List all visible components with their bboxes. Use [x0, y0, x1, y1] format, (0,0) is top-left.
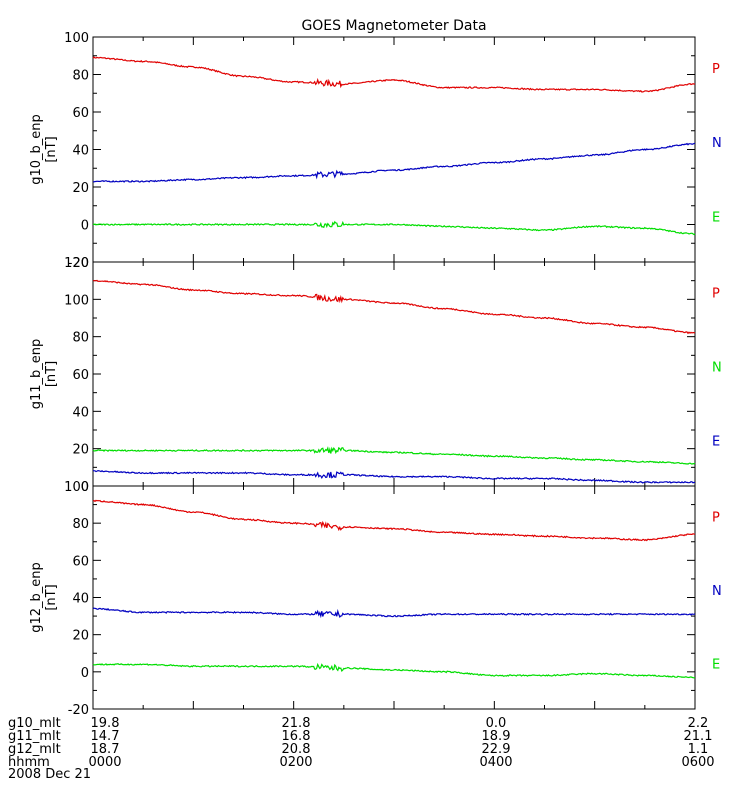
legend-label-e: E: [712, 210, 720, 225]
row-value: 18.7: [91, 742, 120, 757]
row-value: 18.9: [482, 729, 511, 744]
row-value: 0400: [479, 755, 512, 770]
y-tick-label: 0: [81, 480, 89, 495]
series-line-e: [93, 220, 696, 236]
y-tick-label: 100: [64, 480, 89, 495]
y-axis-label: g10_b_enp: [29, 114, 44, 185]
y-tick-label: 40: [72, 592, 89, 607]
chart-title: GOES Magnetometer Data: [301, 18, 486, 34]
legend-label-p: P: [712, 287, 720, 302]
y-tick-label: 80: [72, 69, 89, 84]
legend-label-n: N: [712, 361, 722, 376]
series-line-p: [92, 56, 696, 93]
row-value: 0200: [279, 755, 312, 770]
y-tick-label: 40: [72, 144, 89, 159]
row-value: 20.8: [282, 742, 311, 757]
y-tick-label: 120: [64, 256, 89, 271]
y-tick-label: 80: [72, 517, 89, 532]
bottom-label-table: g10_mlt 19.8 21.8 0.0 2.2 g11_mlt 14.7 16.8 18.9…: [8, 716, 715, 770]
panel-3: -20 0 20 40 60 80 100 g12_b_enp [nT] P N E: [29, 480, 722, 718]
y-tick-label: 60: [72, 368, 89, 383]
y-tick-label: 80: [72, 331, 89, 346]
y-tick-label: 0: [81, 666, 89, 681]
row-value: 21.1: [684, 729, 713, 744]
legend-label-n: N: [712, 136, 722, 151]
panel-frame: [92, 36, 696, 263]
legend-label-p: P: [712, 62, 720, 77]
y-tick-label: 100: [64, 293, 89, 308]
y-tick-label: -20: [68, 703, 89, 718]
panel-1: -20 0 20 40 60 80 100 g10_b_enp [nT] P N E: [29, 31, 722, 271]
row-label: g12_mlt: [8, 742, 61, 757]
y-axis-label: g12_b_enp: [29, 562, 44, 633]
panel-frame: [92, 485, 696, 710]
row-value: 0.0: [486, 716, 507, 731]
y-tick-label: 20: [72, 443, 89, 458]
y-axis-unit: [nT]: [44, 361, 59, 387]
y-tick-label: 0: [81, 219, 89, 234]
series-line-n: [92, 446, 696, 465]
y-axis-unit: [nT]: [44, 136, 59, 162]
row-value: 0000: [88, 755, 121, 770]
series-line-p: [92, 279, 696, 335]
y-tick-label: -20: [68, 256, 89, 271]
y-tick-label: 20: [72, 629, 89, 644]
row-value: 14.7: [91, 729, 120, 744]
date-label: 2008 Dec 21: [8, 767, 91, 782]
series-line-e: [92, 662, 696, 679]
y-tick-label: 60: [72, 554, 89, 569]
series-line-e: [92, 469, 695, 484]
y-axis-unit: [nT]: [44, 584, 59, 610]
row-value: 19.8: [91, 716, 120, 731]
row-value: 1.1: [688, 742, 709, 757]
y-tick-label: 100: [64, 31, 89, 46]
legend-label-p: P: [712, 510, 720, 525]
legend-label-e: E: [712, 658, 720, 673]
y-axis-label: g11_b_enp: [29, 339, 44, 410]
row-label: g10_mlt: [8, 716, 61, 731]
y-tick-label: 20: [72, 181, 89, 196]
series-line-n: [92, 142, 696, 183]
row-label: g11_mlt: [8, 729, 61, 744]
y-tick-label: 40: [72, 405, 89, 420]
row-value: 16.8: [282, 729, 311, 744]
legend-label-n: N: [712, 584, 722, 599]
series-line-p: [92, 499, 696, 542]
panel-2: 0 20 40 60 80 100 120 g11_b_enp [nT] P N E: [29, 256, 722, 495]
y-tick-label: 60: [72, 106, 89, 121]
legend-label-e: E: [712, 434, 720, 449]
series-line-n: [92, 607, 696, 619]
row-value: 21.8: [282, 716, 311, 731]
row-value: 2.2: [688, 716, 709, 731]
row-label: hhmm: [8, 755, 50, 770]
row-value: 0600: [681, 755, 714, 770]
row-value: 22.9: [482, 742, 511, 757]
